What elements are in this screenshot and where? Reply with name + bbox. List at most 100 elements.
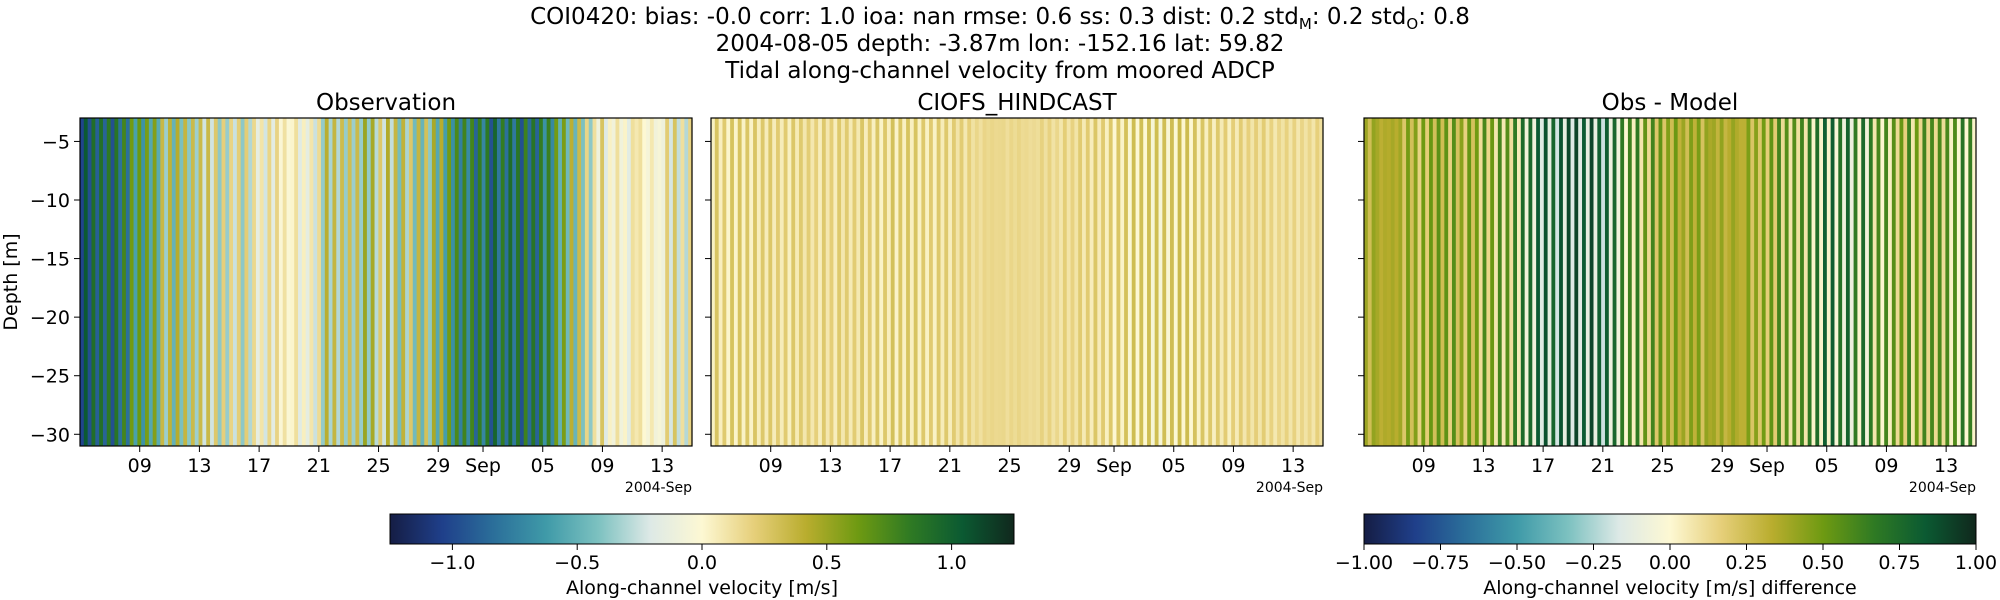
heatmap-column: [1662, 118, 1667, 446]
heatmap-column: [1754, 118, 1759, 446]
heatmap-column: [145, 118, 150, 446]
heatmap-column: [305, 118, 311, 446]
colorbar-velocity-gradient: [389, 513, 1015, 545]
heatmap-column: [1666, 118, 1671, 446]
heatmap-column: [125, 118, 131, 446]
heatmap-column: [87, 118, 93, 446]
colorbar-tick-label: 0.00: [1649, 552, 1691, 574]
heatmap-column: [1300, 118, 1305, 446]
heatmap-column: [317, 118, 322, 446]
heatmap-column: [1078, 118, 1083, 446]
heatmap-column: [1116, 118, 1121, 446]
colorbar-velocity-label: Along-channel velocity [m/s]: [566, 577, 838, 599]
heatmap-column: [611, 118, 617, 446]
heatmap-column: [921, 118, 926, 446]
heatmap-column: [1627, 118, 1633, 446]
heatmap-column: [783, 118, 789, 446]
heatmap-column: [1292, 118, 1297, 446]
heatmap-column: [1425, 118, 1430, 446]
x-tick-label: 09: [759, 455, 783, 477]
heatmap-column: [661, 118, 666, 446]
heatmap-column: [902, 118, 907, 446]
heatmap-column: [1803, 118, 1809, 446]
heatmap-column: [236, 118, 242, 446]
panel-observation: Observation 09 13 17 21 25 29 Sep 05 09 13 −5−10−…: [0, 90, 693, 496]
x-tick-label: 13: [650, 455, 674, 477]
heatmap-column: [764, 118, 769, 446]
heatmap-column: [1474, 118, 1480, 446]
heatmap-column: [508, 118, 513, 446]
heatmap-column: [1093, 118, 1098, 446]
heatmap-column: [470, 118, 475, 446]
heatmap-column: [894, 118, 900, 446]
heatmap-column: [416, 118, 422, 446]
heatmap-column: [148, 118, 154, 446]
x-tick-label: 21: [307, 455, 331, 477]
heatmap-column: [1888, 118, 1893, 446]
heatmap-column: [1681, 118, 1686, 446]
y-tick-label: −25: [30, 366, 70, 388]
heatmap-column: [1131, 118, 1137, 446]
heatmap-column: [1280, 118, 1286, 446]
heatmap-column: [898, 118, 903, 446]
heatmap-column: [592, 118, 597, 446]
heatmap-column: [1189, 118, 1194, 446]
heatmap-column: [642, 118, 647, 446]
heatmap-column: [730, 118, 735, 446]
heatmap-column: [929, 118, 934, 446]
heatmap-column: [462, 118, 467, 446]
heatmap-column: [1082, 118, 1087, 446]
heatmap-column: [867, 118, 873, 446]
heatmap-column: [971, 118, 976, 446]
heatmap-column: [821, 118, 827, 446]
heatmap-column: [1043, 118, 1049, 446]
colorbar-tick-label: 1.0: [936, 552, 966, 574]
heatmap-column: [435, 118, 441, 446]
heatmap-column: [1830, 118, 1836, 446]
heatmap-column: [1429, 118, 1434, 446]
heatmap-column: [137, 118, 142, 446]
heatmap-column: [1269, 118, 1274, 446]
heatmap-column: [313, 118, 318, 446]
heatmap-column: [626, 118, 632, 446]
heatmap-column: [546, 118, 552, 446]
heatmap-column: [1872, 118, 1878, 446]
heatmap-column: [1235, 118, 1240, 446]
y-ticks-difference: [1358, 140, 1364, 435]
heatmap-column: [1582, 118, 1587, 446]
heatmap-column: [1406, 118, 1411, 446]
heatmap-column: [301, 118, 307, 446]
heatmap-column: [1039, 118, 1045, 446]
heatmap-column: [1570, 118, 1575, 446]
heatmap-column: [607, 118, 613, 446]
heatmap-column: [1246, 118, 1251, 446]
heatmap-column: [1746, 118, 1751, 446]
heatmap-column: [1685, 118, 1690, 446]
heatmap-column: [745, 118, 750, 446]
heatmap-column: [1017, 118, 1022, 446]
heatmap-column: [428, 118, 433, 446]
heatmap-column: [860, 118, 865, 446]
heatmap-column: [1532, 118, 1537, 446]
heatmap-column: [386, 118, 391, 446]
heatmap-column: [779, 118, 785, 446]
x-tick-label: 17: [247, 455, 271, 477]
heatmap-column: [967, 118, 972, 446]
heatmap-column: [1708, 118, 1713, 446]
heatmap-column: [1696, 118, 1702, 446]
heatmap-column: [1933, 118, 1939, 446]
x-tick-label: 13: [1934, 455, 1958, 477]
heatmap-column: [542, 118, 548, 446]
heatmap-column: [1750, 118, 1755, 446]
heatmap-column: [577, 118, 582, 446]
heatmap-column: [1505, 118, 1510, 446]
heatmap-column: [1059, 118, 1064, 446]
heatmap-column: [194, 118, 200, 446]
heatmap-column: [1643, 118, 1648, 446]
heatmap-column: [825, 118, 831, 446]
heatmap-column: [370, 118, 376, 446]
heatmap-column: [263, 118, 269, 446]
heatmap-column: [1849, 118, 1855, 446]
heatmap-column: [187, 118, 192, 446]
heatmap-column: [1639, 118, 1644, 446]
